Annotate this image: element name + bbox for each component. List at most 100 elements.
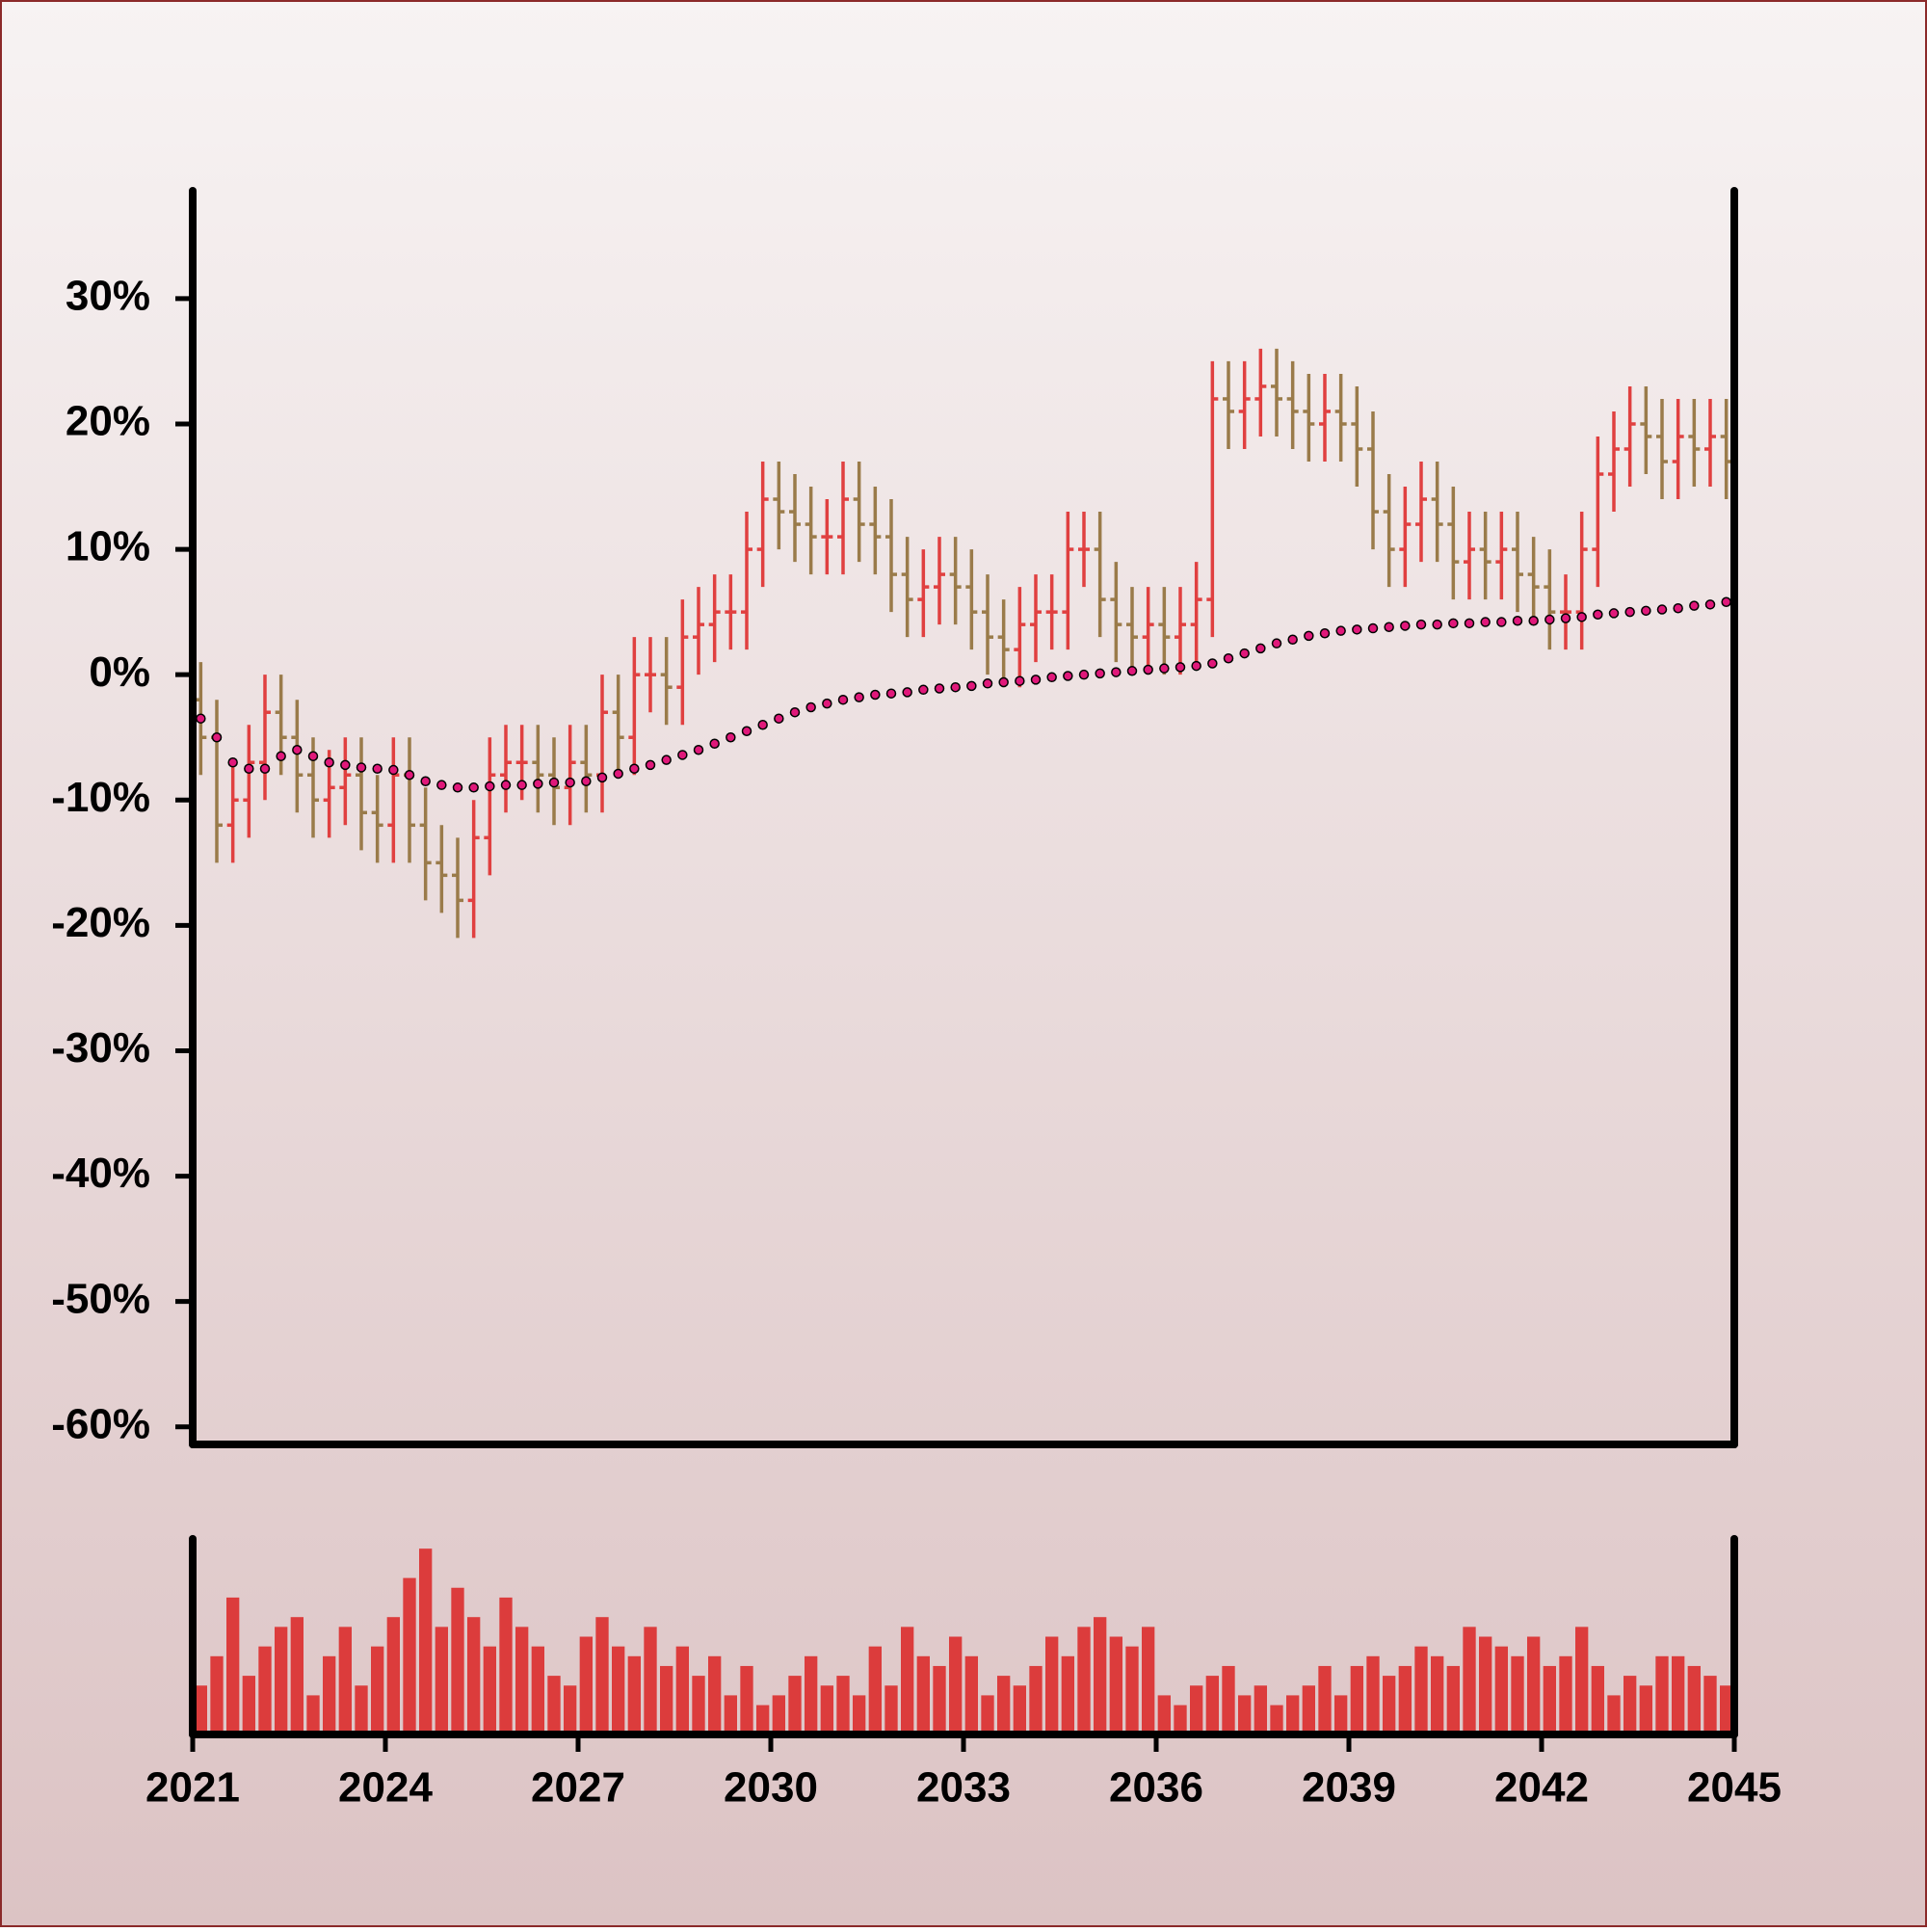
moving-average-dot [581, 776, 592, 787]
moving-average-dot [1480, 617, 1491, 627]
moving-average-dot [1207, 658, 1218, 669]
volume-bar [1720, 1685, 1733, 1734]
volume-bar [1142, 1627, 1155, 1734]
volume-bar [1013, 1685, 1026, 1734]
moving-average-dot [661, 754, 672, 765]
volume-bar [1575, 1627, 1589, 1734]
moving-average-dot [774, 713, 784, 724]
x-tick-label: 2045 [1687, 1764, 1782, 1812]
moving-average-dot [629, 763, 640, 775]
volume-bar [853, 1695, 866, 1734]
moving-average-dot [1400, 621, 1411, 631]
volume-bar [595, 1617, 609, 1734]
moving-average-dot [340, 759, 351, 771]
moving-average-dot [902, 687, 912, 698]
moving-average-dot [548, 777, 560, 788]
volume-bar [1431, 1655, 1444, 1734]
y-tick-label: -30% [51, 1024, 150, 1072]
moving-average-dot [485, 781, 495, 792]
moving-average-dot [741, 726, 752, 736]
volume-bar [323, 1655, 336, 1734]
moving-average-dot [1593, 609, 1603, 620]
volume-bar [194, 1685, 207, 1734]
volume-bar [419, 1548, 433, 1734]
moving-average-dot [1384, 622, 1394, 632]
y-tick-label: -10% [51, 774, 150, 821]
moving-average-dot [1095, 668, 1105, 679]
volume-bar [756, 1705, 770, 1734]
y-tick-label: 20% [66, 398, 150, 445]
volume-bar [708, 1655, 722, 1734]
moving-average-dot [854, 692, 864, 702]
volume-bar [981, 1695, 994, 1734]
moving-average-dot [533, 779, 543, 789]
volume-bar [547, 1676, 561, 1734]
volume-bar [724, 1695, 737, 1734]
volume-bar [1446, 1665, 1460, 1734]
moving-average-dot [709, 738, 720, 749]
moving-average-dot [1656, 604, 1668, 615]
volume-bar [1511, 1655, 1524, 1734]
moving-average-dot [1464, 618, 1475, 629]
volume-bar [1463, 1627, 1476, 1734]
moving-average-dot [1608, 608, 1620, 619]
volume-bar [467, 1617, 481, 1734]
volume-bar [275, 1627, 288, 1734]
x-tick-label: 2042 [1494, 1764, 1589, 1812]
volume-bar [1607, 1695, 1621, 1734]
volume-bar [901, 1627, 914, 1734]
moving-average-dot [1175, 662, 1186, 673]
moving-average-dot [1367, 622, 1379, 634]
moving-average-dot [324, 757, 334, 768]
moving-average-dot [436, 780, 447, 790]
moving-average-dot [1271, 638, 1282, 648]
volume-bar [820, 1685, 833, 1734]
volume-bar [386, 1617, 400, 1734]
moving-average-dot [211, 731, 223, 743]
volume-bar [579, 1636, 593, 1734]
x-tick-label: 2027 [531, 1764, 625, 1812]
moving-average-dot [1528, 615, 1539, 626]
moving-average-dot [1641, 605, 1651, 617]
moving-average-dot [1496, 617, 1507, 627]
moving-average-dot [789, 706, 801, 718]
moving-average-dot [934, 683, 945, 694]
moving-average-dot [1721, 596, 1731, 607]
moving-average-dot [885, 688, 897, 699]
volume-bar [740, 1665, 753, 1734]
moving-average-dot [1239, 648, 1250, 659]
moving-average-dot [822, 698, 832, 709]
moving-average-dot [1512, 615, 1523, 626]
moving-average-dot [1015, 675, 1025, 686]
moving-average-dot [1319, 628, 1331, 639]
moving-average-dot [227, 757, 238, 768]
volume-bar [692, 1676, 705, 1734]
y-tick-label: -50% [51, 1275, 150, 1322]
moving-average-dot [1624, 606, 1635, 618]
volume-bar [483, 1646, 496, 1734]
volume-bar [1029, 1665, 1043, 1734]
volume-bar [258, 1646, 272, 1734]
moving-average-dot [726, 731, 736, 743]
moving-average-dot [1111, 667, 1122, 677]
volume-bar [772, 1695, 785, 1734]
y-tick-label: 10% [66, 523, 150, 570]
volume-bar [675, 1646, 689, 1734]
moving-average-dot [356, 762, 367, 773]
volume-bar [1383, 1676, 1396, 1734]
volume-bar [1703, 1676, 1717, 1734]
volume-bar [1094, 1617, 1107, 1734]
moving-average-dot [388, 764, 399, 776]
moving-average-dot [259, 763, 271, 775]
moving-average-dot [1576, 612, 1587, 622]
moving-average-dot [1126, 666, 1138, 676]
moving-average-dot [244, 763, 254, 775]
moving-average-dot [837, 694, 849, 705]
volume-bar [1639, 1685, 1652, 1734]
volume-bar [1190, 1685, 1203, 1734]
x-tick-label: 2033 [916, 1764, 1011, 1812]
volume-bar [1350, 1665, 1363, 1734]
moving-average-dot [982, 678, 993, 689]
moving-average-dot [1560, 613, 1571, 623]
